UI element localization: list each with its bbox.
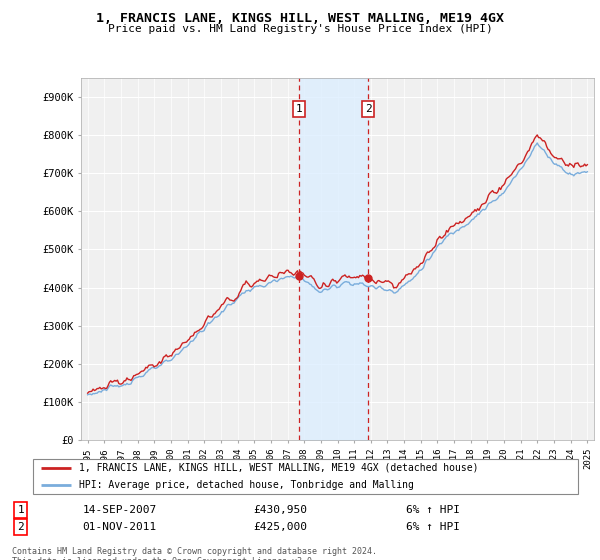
Text: 1, FRANCIS LANE, KINGS HILL, WEST MALLING, ME19 4GX (detached house): 1, FRANCIS LANE, KINGS HILL, WEST MALLIN…	[79, 463, 478, 473]
Text: 14-SEP-2007: 14-SEP-2007	[82, 505, 157, 515]
Text: 6% ↑ HPI: 6% ↑ HPI	[406, 522, 460, 532]
Text: Price paid vs. HM Land Registry's House Price Index (HPI): Price paid vs. HM Land Registry's House …	[107, 24, 493, 34]
Text: £430,950: £430,950	[253, 505, 307, 515]
Text: 1, FRANCIS LANE, KINGS HILL, WEST MALLING, ME19 4GX: 1, FRANCIS LANE, KINGS HILL, WEST MALLIN…	[96, 12, 504, 25]
Text: 2: 2	[365, 104, 371, 114]
Text: 6% ↑ HPI: 6% ↑ HPI	[406, 505, 460, 515]
Text: £425,000: £425,000	[253, 522, 307, 532]
Text: 01-NOV-2011: 01-NOV-2011	[82, 522, 157, 532]
FancyBboxPatch shape	[33, 459, 578, 494]
Text: 2: 2	[17, 522, 24, 532]
Text: 1: 1	[17, 505, 24, 515]
Text: Contains HM Land Registry data © Crown copyright and database right 2024.
This d: Contains HM Land Registry data © Crown c…	[12, 547, 377, 560]
Text: 1: 1	[296, 104, 302, 114]
Text: HPI: Average price, detached house, Tonbridge and Malling: HPI: Average price, detached house, Tonb…	[79, 480, 413, 491]
